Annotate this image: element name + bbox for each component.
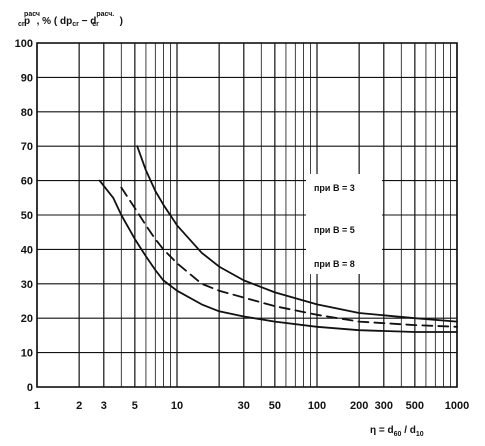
plot-frame xyxy=(36,42,458,388)
x-label-text: η = d xyxy=(370,425,394,436)
y-tick-labels: 0 10 20 30 40 50 60 70 80 90 100 xyxy=(15,38,33,394)
y-tick-label: 20 xyxy=(21,313,33,325)
series-lines xyxy=(98,145,458,333)
legend-entry-3: при B = 8 xyxy=(314,259,355,269)
legend-box xyxy=(306,174,382,274)
x-tick-label: 1000 xyxy=(445,400,469,412)
y-tick-label: 40 xyxy=(21,244,33,256)
y-tick-label: 30 xyxy=(21,279,33,291)
x-tick-label: 500 xyxy=(406,400,424,412)
legend-entry-2: при B = 5 xyxy=(314,225,355,235)
series-line-2 xyxy=(120,186,458,328)
axes xyxy=(36,42,458,388)
y-tick-label: 80 xyxy=(21,107,33,119)
y-axis-label: pрасч cr, % ( dpcr − dрасч. cr ) xyxy=(18,11,123,28)
x-tick-label: 3 xyxy=(101,400,107,412)
series-line-1 xyxy=(98,179,458,333)
y-label-mid-sub: cr xyxy=(72,21,79,28)
x-tick-labels: 1 2 3 5 10 30 50 100 200 300 500 1000 xyxy=(34,400,469,412)
y-label-mid: , % ( dp xyxy=(37,16,73,27)
x-tick-label: 2 xyxy=(76,400,82,412)
x-tick-label: 200 xyxy=(350,400,368,412)
grid xyxy=(36,42,458,388)
x-tick-label: 10 xyxy=(171,400,183,412)
y-label-minus-sub: cr xyxy=(92,21,99,28)
y-tick-label: 0 xyxy=(27,382,33,394)
x-tick-label: 1 xyxy=(34,400,40,412)
y-label-minus-sup: расч. xyxy=(96,11,114,18)
x-tick-label: 50 xyxy=(269,400,281,412)
x-tick-label: 5 xyxy=(132,400,138,412)
y-tick-label: 50 xyxy=(21,210,33,222)
y-tick-label: 100 xyxy=(15,38,33,50)
x-label-sub1: 60 xyxy=(394,431,402,438)
x-tick-label: 300 xyxy=(375,400,393,412)
y-label-tail: ) xyxy=(117,16,123,27)
x-tick-label: 30 xyxy=(238,400,250,412)
y-label-base-sup: расч xyxy=(24,11,40,18)
y-tick-label: 70 xyxy=(21,141,33,153)
legend-entry-1: при B = 3 xyxy=(314,183,355,193)
x-label-slash: / d xyxy=(401,425,415,436)
y-label-minus: − d xyxy=(79,16,97,27)
y-label-base-sub: cr xyxy=(18,21,25,28)
x-label-sub2: 10 xyxy=(416,431,424,438)
x-axis-label: η = d60 / d10 xyxy=(370,425,424,438)
y-tick-label: 60 xyxy=(21,176,33,188)
y-label-base: p xyxy=(24,16,30,27)
y-tick-label: 90 xyxy=(21,72,33,84)
x-tick-label: 100 xyxy=(308,400,326,412)
series-line-3 xyxy=(136,145,458,323)
y-tick-label: 10 xyxy=(21,348,33,360)
